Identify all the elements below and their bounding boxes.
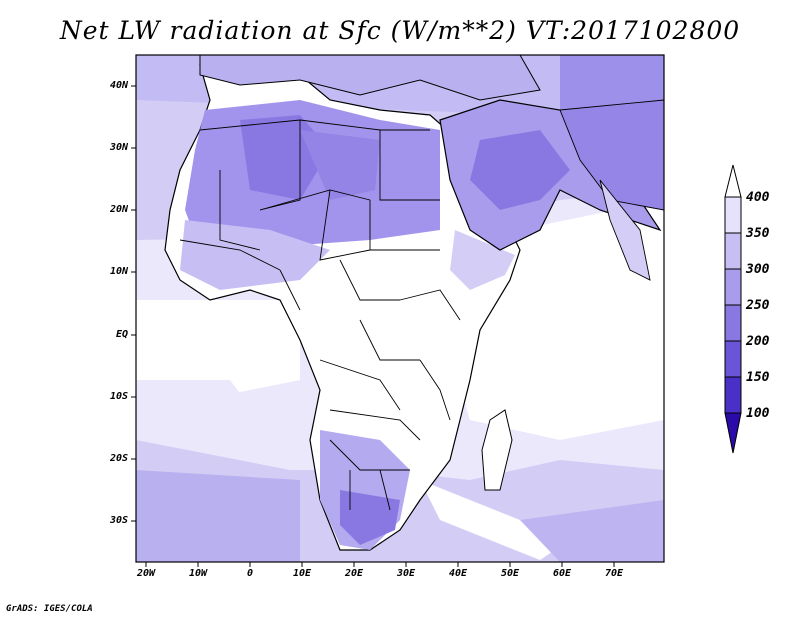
europe-landmass: [199, 55, 541, 101]
colorbar-bin-300-350: [724, 232, 742, 270]
madagascar-landmass: [481, 409, 513, 491]
colorbar-label-400: 400: [746, 190, 770, 205]
arabia-landmass: [439, 99, 664, 281]
lon-label-0: 0: [246, 568, 254, 579]
lat-label-eq: EQ: [115, 329, 128, 340]
lat-tick-marks: [131, 85, 136, 522]
colorbar-bin-250-300: [724, 268, 742, 306]
colorbar-label-250: 250: [746, 298, 770, 313]
colorbar-bin-100-150: [724, 376, 742, 414]
lon-label-50e: 50E: [500, 568, 520, 579]
lon-label-40e: 40E: [448, 568, 468, 579]
credit-text: GrADS: IGES/COLA: [6, 604, 93, 614]
lon-tick-marks: [145, 562, 615, 567]
map-title: Net LW radiation at Sfc (W/m**2) VT:2017…: [59, 16, 741, 45]
lat-label-10n: 10N: [109, 266, 128, 277]
lat-label-20n: 20N: [109, 204, 128, 215]
lon-label-30e: 30E: [396, 568, 416, 579]
colorbar-label-350: 350: [746, 226, 770, 241]
lon-label-60e: 60E: [552, 568, 572, 579]
colorbar-bin-350-400: [724, 196, 742, 234]
lon-label-10e: 10E: [292, 568, 312, 579]
colorbar-bin-200-250: [724, 304, 742, 342]
colorbar-label-100: 100: [746, 406, 770, 421]
lon-label-20w: 20W: [136, 568, 156, 579]
colorbar: [724, 164, 742, 454]
colorbar-bin-150-200: [724, 340, 742, 378]
lon-label-70e: 70E: [604, 568, 624, 579]
colorbar-label-300: 300: [746, 262, 770, 277]
colorbar-upper-arrow: [724, 164, 742, 198]
lat-label-40n: 40N: [109, 80, 128, 91]
map-frame: [135, 54, 665, 563]
lat-label-10s: 10S: [109, 391, 128, 402]
lat-label-30s: 30S: [109, 515, 128, 526]
colorbar-label-200: 200: [746, 334, 770, 349]
lat-label-30n: 30N: [109, 142, 128, 153]
colorbar-label-150: 150: [746, 370, 770, 385]
africa-landmass: [164, 59, 521, 551]
lat-label-20s: 20S: [109, 453, 128, 464]
colorbar-lower-arrow: [724, 412, 742, 454]
lon-label-20e: 20E: [344, 568, 364, 579]
lon-label-10w: 10W: [188, 568, 208, 579]
